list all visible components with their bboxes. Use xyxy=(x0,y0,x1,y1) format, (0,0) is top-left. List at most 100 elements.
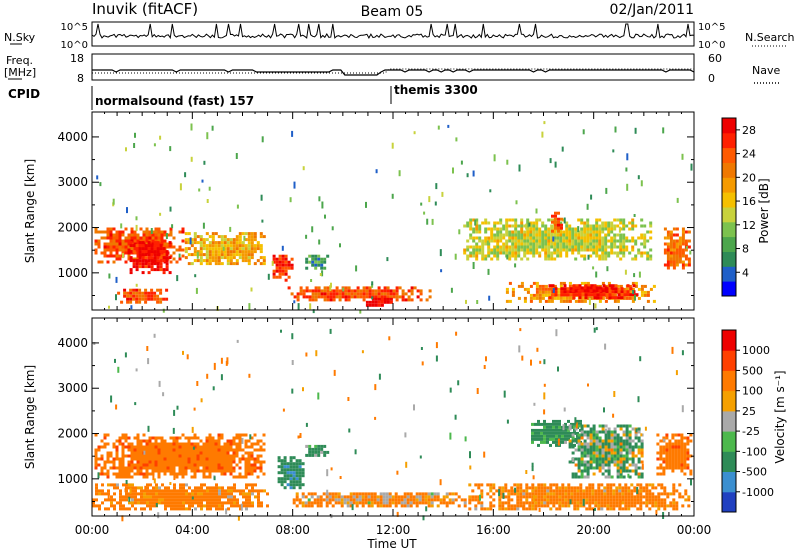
y-tick-label: 1000 xyxy=(57,472,88,486)
colorbar-swatch xyxy=(722,281,736,297)
power-cbar-label: Power [dB] xyxy=(757,178,771,243)
echo-region-6 xyxy=(287,286,432,302)
velocity-cbar-label: Velocity [m s⁻¹] xyxy=(773,370,787,463)
colorbar-swatch xyxy=(722,221,736,238)
colorbar-swatch xyxy=(722,451,736,472)
velocity-ylabel: Slant Range [km] xyxy=(23,365,37,469)
nave-tick-top: 60 xyxy=(708,52,722,65)
y-tick-label: 3000 xyxy=(57,381,88,395)
colorbar-tick-label: 1000 xyxy=(742,344,770,357)
freq-label-2: [MHz] xyxy=(4,66,36,79)
x-tick-label: 00:00 xyxy=(75,523,110,537)
colorbar-frame xyxy=(721,117,737,297)
colorbar-swatch xyxy=(722,251,736,267)
echo-region-2 xyxy=(184,232,266,266)
colorbar-frame xyxy=(721,329,737,513)
y-tick-label: 2000 xyxy=(57,221,88,235)
nsky-label: N.Sky xyxy=(4,31,36,44)
nsky-panel: N.Sky 10^5 10^0 10^5 10^0 N.Search xyxy=(4,21,795,51)
y-tick-label: 2000 xyxy=(57,427,88,441)
colorbar-swatch xyxy=(722,162,736,178)
cpid-segment-2: themis 3300 xyxy=(394,83,478,97)
colorbar-tick-label: 500 xyxy=(742,364,763,377)
colorbar-swatch xyxy=(722,370,736,392)
nsky-trace xyxy=(91,23,695,40)
colorbar-swatch xyxy=(722,207,736,223)
velocity-axes: 1000 2000 3000 4000 00:00 04:00 08:00 12:00 16:0… xyxy=(57,318,711,537)
echo-region-12 xyxy=(551,211,563,233)
colorbar-tick-label: 16 xyxy=(742,195,756,208)
colorbar-tick-label: 20 xyxy=(742,171,756,184)
colorbar-swatch xyxy=(722,390,736,412)
nsearch-tick-top: 10^5 xyxy=(698,22,725,33)
echo-region-1 xyxy=(129,241,172,275)
colorbar-tick-label: 100 xyxy=(742,385,763,398)
y-tick-label: 4000 xyxy=(57,336,88,350)
colorbar-swatch xyxy=(722,410,736,432)
echo-region-1 xyxy=(92,483,269,511)
nsearch-label: N.Search xyxy=(745,31,795,44)
x-tick-label: 08:00 xyxy=(275,523,310,537)
power-ylabel: Slant Range [km] xyxy=(23,159,37,263)
cpid-panel: CPID normalsound (fast) 157 themis 3300 xyxy=(8,83,478,110)
nsky-tick-bottom: 10^0 xyxy=(61,40,88,51)
power-data xyxy=(94,121,693,314)
velocity-data xyxy=(92,327,693,522)
echo-region-13 xyxy=(663,227,691,270)
colorbar-swatch xyxy=(722,491,736,513)
colorbar-swatch xyxy=(722,132,736,149)
echo-region-5 xyxy=(468,483,691,511)
echo-region-8 xyxy=(656,433,693,476)
power-panel: 1000 2000 3000 4000 Slant Range [km] 4 8 12 16… xyxy=(23,111,771,314)
freq-tick-top: 18 xyxy=(70,52,84,65)
power-colorbar: 4 8 12 16 20 24 28 xyxy=(721,117,756,297)
beam-title: Beam 05 xyxy=(361,4,424,20)
velocity-colorbar: 1000 500 100 25 -25 -100 -500 -1000 xyxy=(721,329,774,513)
colorbar-swatch xyxy=(722,236,736,252)
echo-region-3 xyxy=(272,254,294,282)
nsky-tick-top: 10^5 xyxy=(61,22,88,33)
y-tick-label: 4000 xyxy=(57,130,88,144)
y-tick-label: 1000 xyxy=(57,266,88,280)
echo-region-2 xyxy=(277,456,305,490)
colorbar-swatch xyxy=(722,471,736,493)
power-axes: 1000 2000 3000 4000 xyxy=(57,112,695,310)
nsearch-tick-bottom: 10^0 xyxy=(698,40,725,51)
colorbar-tick-label: -100 xyxy=(742,445,767,458)
date-title: 02/Jan/2011 xyxy=(610,2,694,18)
colorbar-swatch xyxy=(722,118,736,134)
colorbar-tick-label: 8 xyxy=(742,243,749,256)
scattered-echoes xyxy=(96,121,693,314)
colorbar-tick-label: 24 xyxy=(742,148,756,161)
colorbar-swatch xyxy=(722,330,736,351)
echo-region-11 xyxy=(463,218,653,261)
colorbar-swatch xyxy=(722,431,736,452)
scattered-echoes xyxy=(93,327,692,522)
x-tick-label: 16:00 xyxy=(476,523,511,537)
x-axis-label: Time UT xyxy=(366,537,417,551)
x-tick-label: 04:00 xyxy=(175,523,210,537)
colorbar-tick-label: -1000 xyxy=(742,486,774,499)
colorbar-swatch xyxy=(722,177,736,193)
echo-region-0 xyxy=(94,433,266,479)
station-title: Inuvik (fitACF) xyxy=(92,0,198,18)
echo-region-4 xyxy=(305,254,330,270)
colorbar-swatch xyxy=(722,192,736,208)
echo-region-10 xyxy=(571,286,614,293)
x-tick-label: 00:00 xyxy=(677,523,712,537)
colorbar-tick-label: 4 xyxy=(742,266,749,279)
freq-trace xyxy=(92,69,695,76)
echo-region-7 xyxy=(568,424,644,479)
colorbar-swatch xyxy=(722,147,736,163)
freq-panel: Freq. [MHz] 18 8 60 0 Nave xyxy=(4,52,780,85)
cpid-label: CPID xyxy=(8,87,40,101)
echo-region-7 xyxy=(365,297,393,307)
colorbar-tick-label: 28 xyxy=(742,124,756,137)
freq-label-1: Freq. xyxy=(6,54,33,67)
nave-label: Nave xyxy=(752,64,780,77)
echo-region-5 xyxy=(117,288,169,304)
colorbar-swatch xyxy=(722,350,736,371)
y-tick-label: 3000 xyxy=(57,175,88,189)
x-tick-label: 12:00 xyxy=(376,523,411,537)
